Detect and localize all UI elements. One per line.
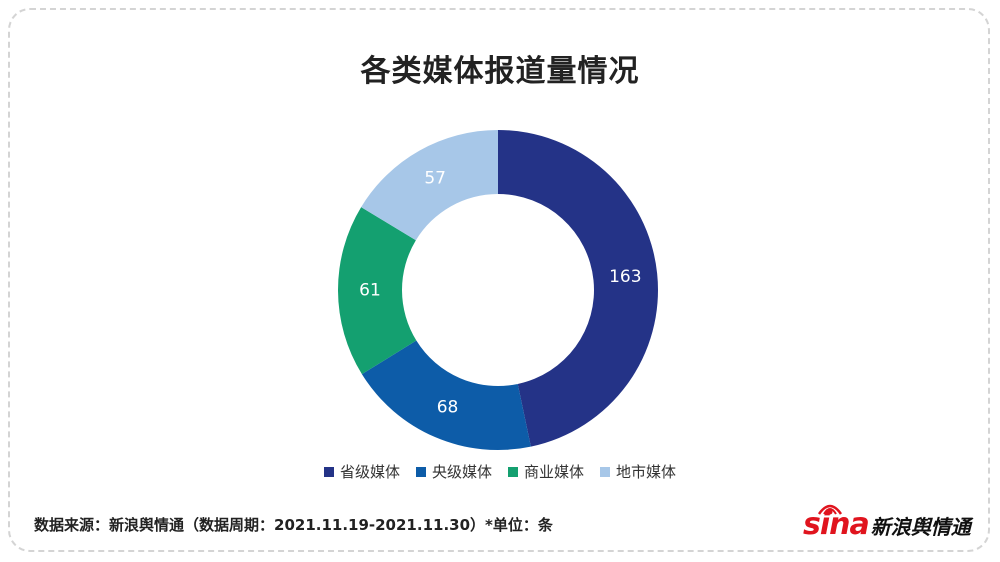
donut-slice-label-central: 68 bbox=[437, 398, 459, 418]
legend-item-commercial: 商业媒体 bbox=[508, 461, 584, 482]
legend-label-provincial: 省级媒体 bbox=[339, 463, 400, 481]
legend-item-central: 央级媒体 bbox=[415, 461, 492, 482]
logo-latin-text: sina bbox=[803, 507, 870, 542]
donut-slice-label-local: 57 bbox=[424, 168, 446, 188]
legend-swatch-central bbox=[415, 466, 426, 477]
chart-title: 各类媒体报道量情况 bbox=[360, 54, 640, 89]
donut-slice-commercial bbox=[338, 207, 417, 375]
donut-slice-local bbox=[361, 130, 498, 241]
donut-slice-label-provincial: 163 bbox=[609, 267, 641, 287]
legend-swatch-provincial bbox=[323, 466, 334, 477]
chart-legend: 省级媒体 央级媒体 商业媒体 地市媒体 bbox=[0, 461, 1000, 482]
legend-label-central: 央级媒体 bbox=[431, 463, 492, 481]
legend-item-local: 地市媒体 bbox=[600, 461, 676, 482]
logo-chinese-text: 新浪舆情通 bbox=[870, 515, 971, 539]
legend-label-local: 地市媒体 bbox=[616, 463, 677, 481]
legend-swatch-local bbox=[600, 466, 611, 477]
donut-slice-provincial bbox=[498, 130, 658, 447]
legend-swatch-commercial bbox=[508, 466, 518, 477]
legend-item-provincial: 省级媒体 bbox=[323, 461, 400, 482]
sina-eye-icon bbox=[817, 504, 843, 515]
chart-card bbox=[8, 8, 990, 552]
sina-logo: sina 新浪舆情通 bbox=[803, 500, 973, 540]
donut-slice-label-commercial: 61 bbox=[359, 281, 381, 301]
data-source-note: 数据来源：新浪舆情通（数据周期：2021.11.19-2021.11.30）*单… bbox=[34, 516, 553, 534]
donut-slice-central bbox=[361, 340, 531, 450]
legend-label-commercial: 商业媒体 bbox=[524, 463, 585, 481]
